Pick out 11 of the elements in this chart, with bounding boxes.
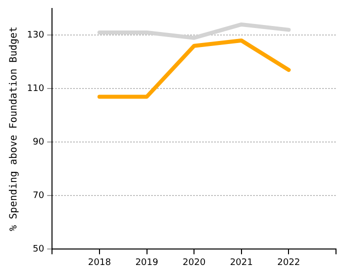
- y-tick-label: 70: [32, 191, 44, 202]
- y-tick-label: 110: [26, 84, 44, 94]
- y-tick-label: 130: [26, 30, 44, 40]
- x-tick-label: 2019: [135, 258, 159, 268]
- y-tick-label: 50: [32, 244, 44, 255]
- y-tick-label: 90: [32, 138, 44, 148]
- x-tick-label: 2020: [182, 258, 206, 268]
- x-tick-label: 2022: [277, 258, 300, 268]
- y-axis-title: % Spending above Foundation Budget: [8, 26, 20, 232]
- x-tick-label: 2018: [88, 258, 112, 268]
- x-tick-label: 2021: [230, 258, 253, 268]
